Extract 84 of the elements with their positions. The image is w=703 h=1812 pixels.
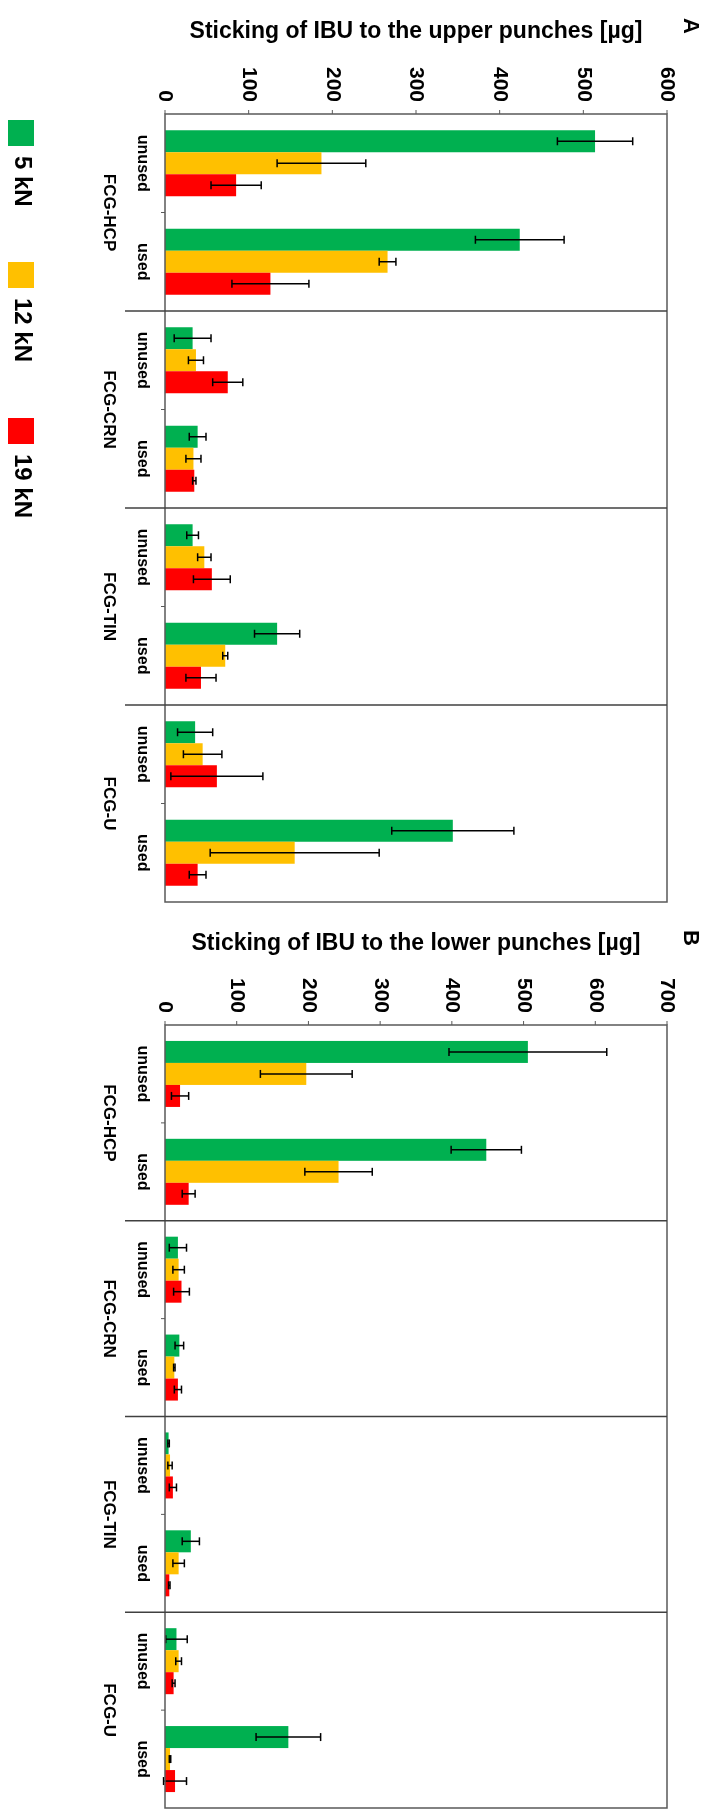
x-tick-label: 200 bbox=[298, 977, 322, 1013]
bar bbox=[165, 1280, 182, 1303]
y-tick-label: unused bbox=[134, 331, 152, 389]
bar bbox=[165, 349, 196, 372]
bar bbox=[165, 130, 596, 153]
x-tick-label: 0 bbox=[155, 1001, 179, 1013]
chart-title: Sticking of IBU to the lower punches [µg] bbox=[191, 929, 641, 955]
bar bbox=[165, 622, 278, 645]
legend-label: 19 kN bbox=[9, 454, 37, 519]
bar bbox=[165, 1040, 528, 1063]
x-tick-label: 600 bbox=[585, 977, 609, 1013]
bar bbox=[165, 863, 198, 886]
bar bbox=[165, 568, 212, 591]
bar bbox=[165, 174, 237, 197]
bar bbox=[165, 644, 226, 667]
y-tick-label: used bbox=[134, 243, 152, 281]
y-tick-label: used bbox=[134, 834, 152, 872]
y-tick-label: unused bbox=[134, 1241, 152, 1299]
legend-label: 12 kN bbox=[9, 298, 37, 363]
x-tick-label: 300 bbox=[370, 977, 394, 1013]
bar bbox=[165, 1726, 289, 1749]
chart-title: Sticking of IBU to the upper punches [µg] bbox=[189, 17, 643, 43]
bar bbox=[165, 250, 388, 273]
bar bbox=[165, 765, 217, 788]
y-tick-label: used bbox=[134, 1348, 152, 1387]
text: FCG-TIN bbox=[99, 572, 119, 641]
text: FCG-CRN bbox=[99, 1279, 119, 1358]
y-tick-label: unused bbox=[134, 1045, 152, 1103]
text: FCG-TIN bbox=[99, 1479, 119, 1549]
x-tick-label: 400 bbox=[442, 977, 466, 1013]
bar bbox=[165, 1552, 179, 1575]
y-tick-label: unused bbox=[134, 1632, 152, 1690]
text: FCG-U bbox=[99, 1683, 119, 1738]
x-tick-label: 700 bbox=[657, 977, 681, 1013]
bar bbox=[165, 546, 205, 569]
bar bbox=[165, 1650, 179, 1673]
x-tick-label: 400 bbox=[490, 66, 514, 102]
bar bbox=[165, 272, 271, 295]
bar bbox=[165, 1138, 487, 1161]
bar bbox=[165, 327, 193, 350]
bar bbox=[165, 1236, 178, 1259]
x-tick-label: 100 bbox=[227, 977, 251, 1013]
x-tick-label: 500 bbox=[514, 977, 538, 1013]
y-tick-label: unused bbox=[134, 528, 152, 586]
y-tick-label: used bbox=[134, 1153, 152, 1191]
bar bbox=[165, 819, 453, 842]
bar bbox=[165, 447, 194, 470]
bar bbox=[165, 1182, 189, 1205]
bar bbox=[165, 1530, 191, 1553]
bar bbox=[165, 152, 322, 175]
y-tick-label: used bbox=[134, 1544, 152, 1582]
y-tick-label: used bbox=[134, 440, 152, 478]
y-tick-label: unused bbox=[134, 1436, 152, 1494]
bar bbox=[165, 469, 195, 492]
text: FCG-U bbox=[99, 776, 119, 831]
bar bbox=[165, 743, 203, 766]
bar bbox=[165, 371, 228, 394]
y-tick-label: unused bbox=[134, 134, 152, 192]
bar bbox=[165, 1084, 181, 1107]
bar bbox=[165, 1258, 179, 1281]
bar bbox=[165, 1160, 339, 1183]
x-tick-label: 100 bbox=[239, 66, 263, 102]
x-tick-label: 300 bbox=[406, 66, 430, 102]
bar bbox=[165, 228, 520, 251]
text: FCG-HCP bbox=[99, 173, 119, 252]
x-tick-label: 600 bbox=[657, 66, 681, 102]
x-tick-label: 500 bbox=[573, 66, 597, 102]
text: B bbox=[679, 930, 703, 946]
y-tick-label: used bbox=[134, 637, 152, 675]
legend-label: 5 kN bbox=[9, 156, 37, 207]
text: FCG-CRN bbox=[99, 370, 119, 449]
bar bbox=[165, 425, 198, 448]
bar bbox=[165, 841, 295, 864]
y-tick-label: unused bbox=[134, 725, 152, 783]
bar bbox=[165, 1062, 307, 1085]
text: FCG-HCP bbox=[99, 1084, 119, 1162]
y-tick-label: used bbox=[134, 1740, 152, 1778]
x-tick-label: 200 bbox=[322, 66, 346, 102]
bar bbox=[165, 666, 201, 689]
x-tick-label: 0 bbox=[155, 90, 179, 102]
bar bbox=[165, 1378, 178, 1401]
bar bbox=[165, 524, 193, 547]
bar bbox=[165, 721, 196, 744]
text: A bbox=[679, 18, 703, 34]
